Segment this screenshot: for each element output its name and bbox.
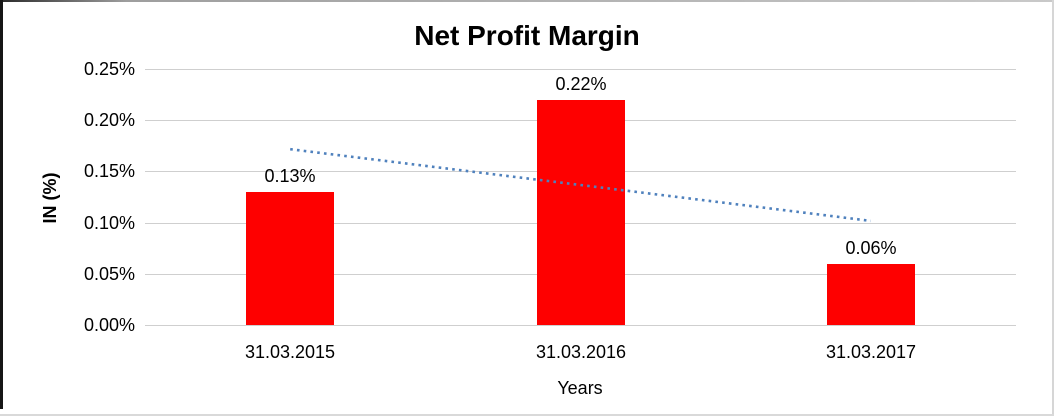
gridline xyxy=(145,69,1016,70)
bar-value-label: 0.06% xyxy=(845,238,897,258)
gridline xyxy=(145,325,1016,326)
frame-border-left xyxy=(0,0,3,409)
bar xyxy=(246,192,334,325)
frame-border-bottom xyxy=(0,414,1054,416)
chart-title: Net Profit Margin xyxy=(414,20,640,51)
x-tick-label: 31.03.2015 xyxy=(244,342,336,362)
y-tick-label: 0.05% xyxy=(83,264,135,284)
bar-value-label: 0.22% xyxy=(555,74,607,94)
y-tick-label: 0.10% xyxy=(83,213,135,233)
y-tick-label: 0.15% xyxy=(83,161,135,181)
bar xyxy=(537,100,625,325)
bar xyxy=(827,264,915,325)
x-axis-title: Years xyxy=(557,378,603,398)
frame-border-right xyxy=(1052,0,1054,416)
y-tick-label: 0.00% xyxy=(83,315,135,335)
y-tick-label: 0.20% xyxy=(83,110,135,130)
bar-value-label: 0.13% xyxy=(264,166,316,186)
y-axis-title: IN (%) xyxy=(40,172,60,224)
x-tick-label: 31.03.2016 xyxy=(535,342,627,362)
x-tick-label: 31.03.2017 xyxy=(825,342,917,362)
frame-border-top xyxy=(0,0,1054,2)
y-tick-label: 0.25% xyxy=(83,59,135,79)
